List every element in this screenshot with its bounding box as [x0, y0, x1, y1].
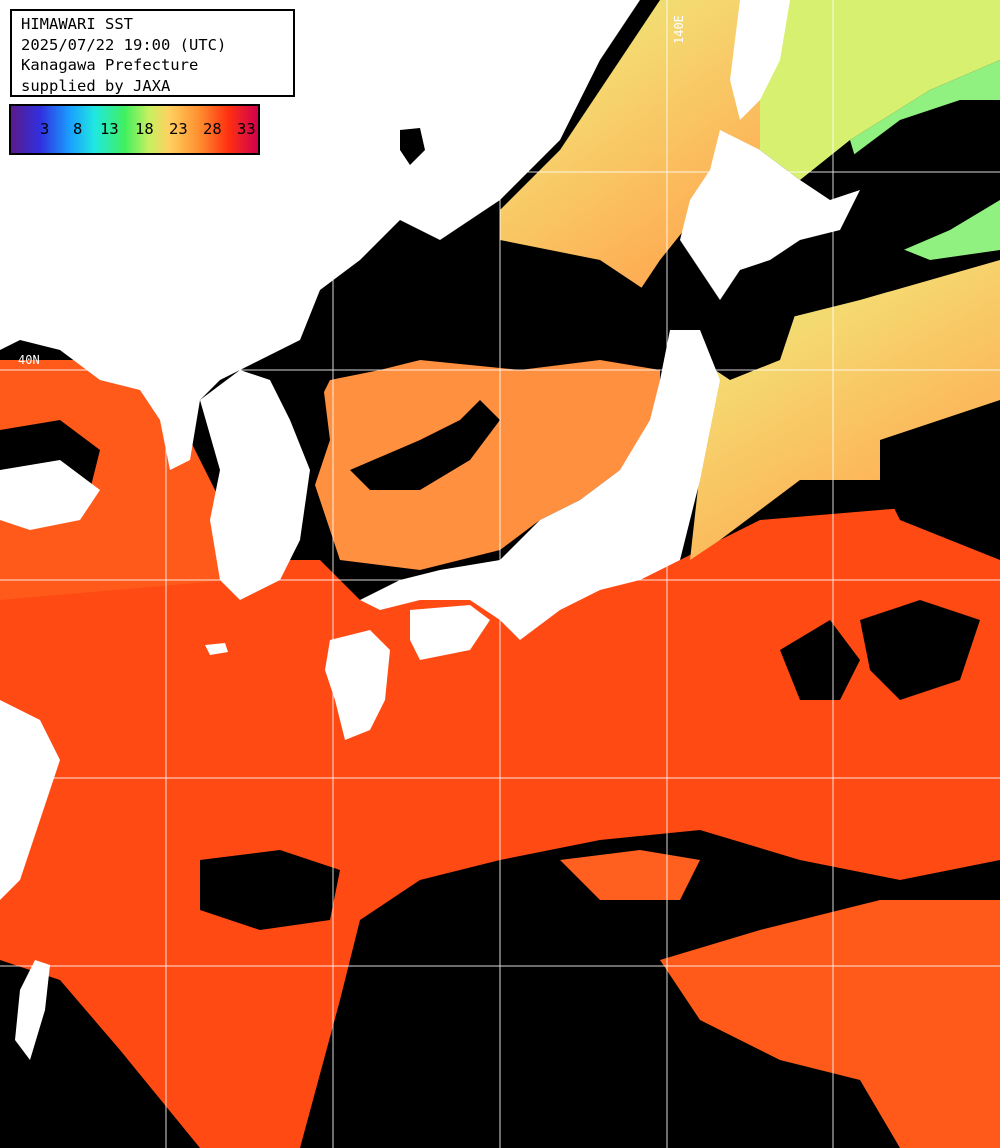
china-coast-south [0, 700, 60, 900]
map-info-box: HIMAWARI SST 2025/07/22 19:00 (UTC) Kana… [10, 9, 295, 97]
taiwan [15, 960, 50, 1060]
cloud-patch [700, 280, 800, 380]
jeju-island [205, 643, 228, 655]
cloud-patch [780, 620, 860, 700]
sst-north-top [760, 0, 1000, 180]
sst-warm-south-east [660, 900, 1000, 1148]
island-dark [400, 128, 425, 165]
lat-label-30n: 30N [18, 760, 40, 774]
observation-time: 2025/07/22 19:00 (UTC) [21, 35, 227, 54]
colorbar-tick: 33 [237, 120, 256, 138]
shandong-peninsula [0, 460, 100, 530]
sst-okhotsk [500, 0, 760, 300]
cloud-patch [330, 240, 660, 380]
colorbar-tick: 28 [203, 120, 222, 138]
cloud-patch [880, 400, 1000, 560]
product-title: HIMAWARI SST [21, 15, 133, 33]
korean-peninsula [200, 370, 310, 600]
colorbar-tick: 23 [169, 120, 188, 138]
colorbar-tick: 3 [40, 120, 50, 138]
colorbar-tick: 13 [100, 120, 119, 138]
lon-label-140e: 140E [672, 15, 686, 44]
region-name: Kanagawa Prefecture [21, 56, 199, 74]
cloud-patch [860, 600, 980, 700]
colorbar-tick: 18 [135, 120, 154, 138]
temperature-colorbar: 3 8 13 18 23 28 33 [9, 104, 260, 155]
sst-sea-of-japan [300, 360, 660, 570]
japan-shikoku [410, 605, 490, 660]
data-supplier: supplied by JAXA [21, 76, 171, 95]
cloud-patch [350, 400, 500, 490]
colorbar-tick: 8 [73, 120, 83, 138]
japan-honshu [360, 330, 720, 640]
japan-kyushu [325, 630, 390, 740]
lat-label-40n: 40N [18, 353, 40, 367]
sst-warm-south-patch [560, 850, 700, 900]
cloud-patch [820, 100, 1000, 260]
cloud-patch [200, 850, 340, 930]
sakhalin [730, 0, 790, 120]
